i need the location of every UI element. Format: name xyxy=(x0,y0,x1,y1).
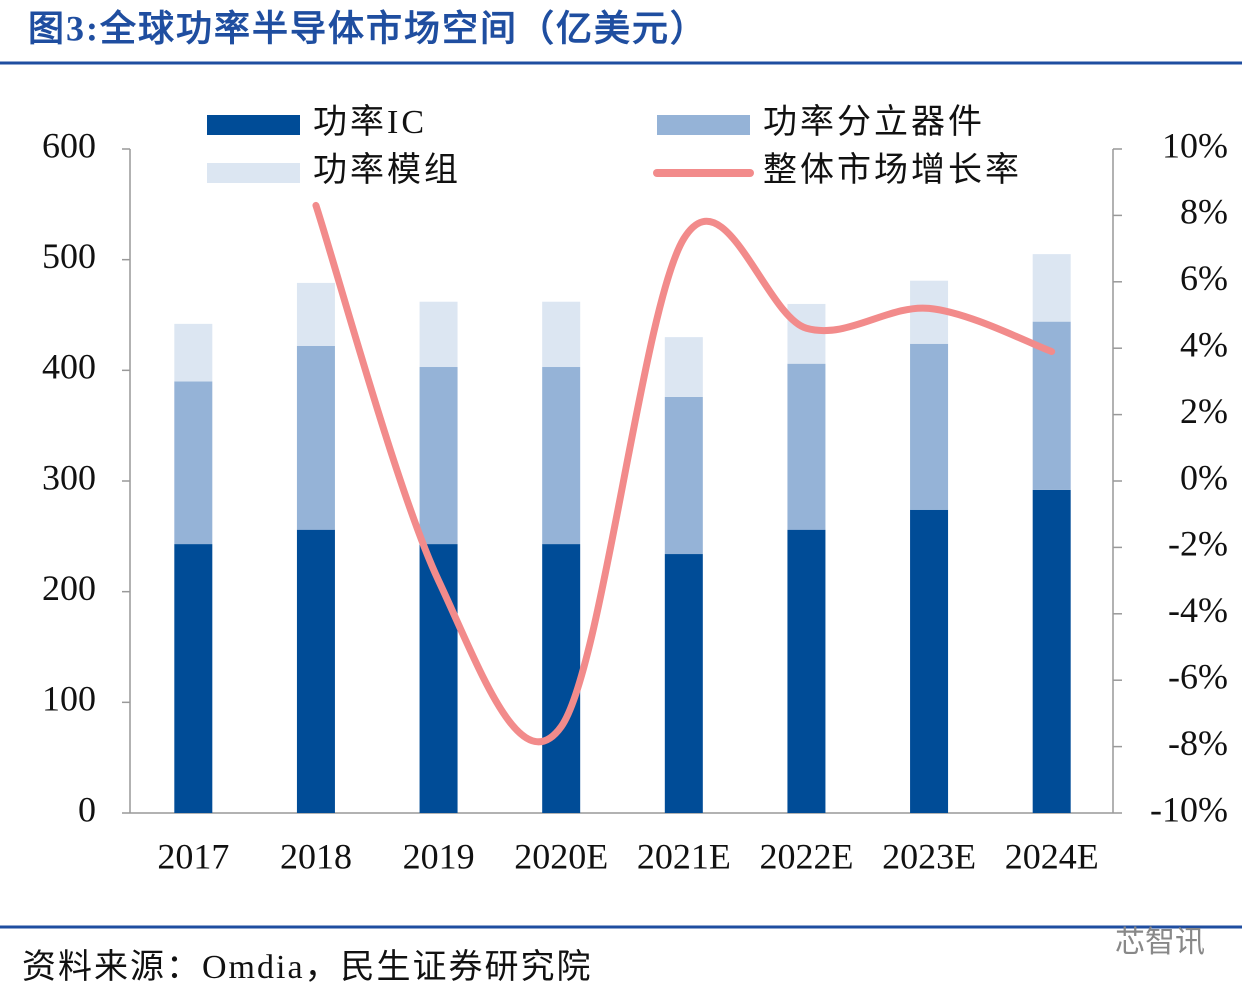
y2-tick-label: -6% xyxy=(1168,656,1228,696)
bar-segment xyxy=(542,544,581,813)
y-tick-label: 400 xyxy=(42,347,96,387)
y-tick-label: 300 xyxy=(42,457,96,497)
y2-tick-label: 4% xyxy=(1180,324,1228,364)
x-tick-label: 2024E xyxy=(1005,836,1099,876)
x-tick-label: 2022E xyxy=(759,836,853,876)
bar-segment xyxy=(419,544,458,813)
y2-tick-label: 8% xyxy=(1180,192,1228,232)
bar-segment xyxy=(419,301,458,368)
bar-segment xyxy=(664,554,703,813)
y2-tick-label: 10% xyxy=(1162,125,1228,165)
y-tick-label: 100 xyxy=(42,679,96,719)
bar-segment xyxy=(1032,489,1071,813)
x-tick-label: 2019 xyxy=(403,836,475,876)
x-tick-label: 2018 xyxy=(280,836,352,876)
bar-segment xyxy=(296,529,335,813)
y-tick-label: 0 xyxy=(78,789,96,829)
x-tick-label: 2021E xyxy=(637,836,731,876)
chart-title: 图3:全球功率半导体市场空间（亿美元） xyxy=(28,7,708,48)
y-tick-label: 500 xyxy=(42,236,96,276)
bar-segment xyxy=(542,367,581,545)
x-tick-label: 2017 xyxy=(157,836,229,876)
source: 资料来源：Omdia，民生证券研究院 xyxy=(22,948,593,986)
y2-tick-label: 2% xyxy=(1180,391,1228,431)
y2-tick-label: 0% xyxy=(1180,457,1228,497)
x-tick-label: 2020E xyxy=(514,836,608,876)
bar-segment xyxy=(174,323,213,382)
y2-tick-label: -4% xyxy=(1168,590,1228,630)
y-tick-label: 200 xyxy=(42,568,96,608)
bar-segment xyxy=(910,343,949,510)
legend-swatch xyxy=(207,115,300,135)
y-tick-label: 600 xyxy=(42,125,96,165)
bar-segment xyxy=(910,509,949,813)
y2-tick-label: -2% xyxy=(1168,524,1228,564)
bar-segment xyxy=(296,345,335,530)
bar-segment xyxy=(787,529,826,813)
bar-segment xyxy=(174,544,213,813)
bar-segment xyxy=(664,337,703,397)
legend-label: 整体市场增长率 xyxy=(763,151,1022,189)
y2-tick-label: -8% xyxy=(1168,723,1228,763)
legend-label: 功率分立器件 xyxy=(763,103,985,141)
x-tick-label: 2023E xyxy=(882,836,976,876)
legend-swatch xyxy=(207,163,300,183)
legend-label: 功率IC xyxy=(313,103,427,141)
watermark: 芯智讯 xyxy=(1115,926,1205,959)
bar-segment xyxy=(419,367,458,545)
y2-tick-label: 6% xyxy=(1180,258,1228,298)
bar-segment xyxy=(296,282,335,346)
legend-swatch xyxy=(657,115,750,135)
bar-segment xyxy=(174,381,213,545)
bar-segment xyxy=(664,396,703,555)
growth-line xyxy=(312,201,1056,746)
y2-tick-label: -10% xyxy=(1150,789,1228,829)
bar-segment xyxy=(542,301,581,368)
bar-segment xyxy=(1032,254,1071,322)
bar-segment xyxy=(787,363,826,530)
legend-label: 功率模组 xyxy=(313,151,461,189)
